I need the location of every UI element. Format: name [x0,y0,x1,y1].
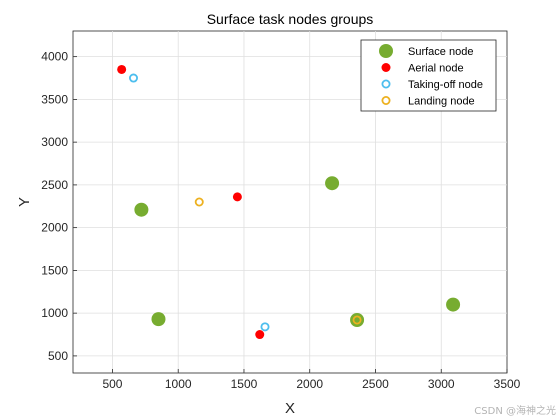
legend-entry-label: Landing node [408,96,475,108]
surface-node-point [350,312,365,327]
legend-marker [381,79,391,89]
y-tick-label: 1000 [41,306,68,320]
y-tick-label: 3500 [41,92,68,106]
y-tick-label: 1500 [41,263,68,277]
x-tick-label: 3500 [494,377,521,391]
legend-entry-label: Surface node [408,46,473,58]
landing-node-point [194,197,204,207]
surface-node-point [151,312,166,327]
x-tick-label: 2500 [362,377,389,391]
x-tick-label: 1500 [231,377,258,391]
surface-node-point [134,202,149,217]
y-tick-label: 4000 [41,50,68,64]
axis-ticks: 500 1000 1500 2000 2500 3000 3500 500 1000 1500 20… [41,50,520,391]
x-tick-label: 1000 [165,377,192,391]
landing-node-point [352,315,362,325]
data-points [117,64,461,340]
legend-marker [381,96,391,106]
x-tick-label: 3000 [428,377,455,391]
legend-marker [381,63,391,72]
chart-title: Surface task nodes groups [207,11,374,27]
surface-node-point [325,176,340,191]
taking-off-node-point [260,322,270,332]
surface-node-point [446,297,461,312]
y-axis-label: Y [16,197,33,207]
aerial-node-point [117,64,127,74]
y-tick-label: 3000 [41,135,68,149]
taking-off-node-point [128,73,138,83]
legend-entry-label: Taking-off node [408,79,483,91]
grid-lines [73,31,507,373]
legend: Surface node Aerial node Taking-off node La… [360,39,497,112]
aerial-node-point [255,330,265,340]
legend-marker [379,44,393,58]
y-tick-label: 2500 [41,178,68,192]
watermark: CSDN @海神之光 [474,406,556,417]
y-tick-label: 2000 [41,221,68,235]
x-axis-label: X [285,400,295,417]
x-tick-label: 2000 [296,377,323,391]
x-tick-label: 500 [102,377,122,391]
legend-entry-label: Aerial node [408,63,464,75]
y-tick-label: 500 [48,349,68,363]
aerial-node-point [232,192,242,202]
